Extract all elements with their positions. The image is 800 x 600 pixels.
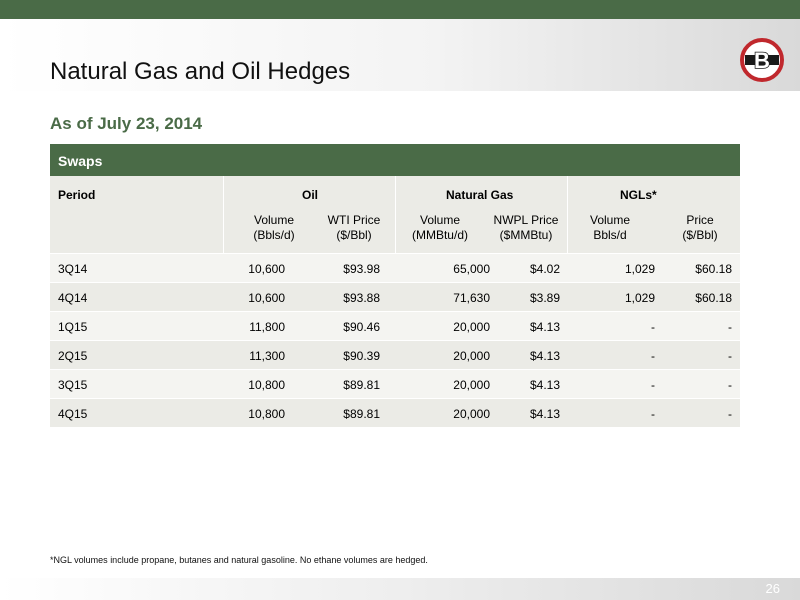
ngl-volume-subheader: Volume Bbls/d bbox=[589, 213, 631, 242]
ngls-header: NGLs* bbox=[620, 188, 657, 202]
ngl-volume-cell: - bbox=[651, 378, 655, 392]
period-cell: 4Q14 bbox=[58, 291, 88, 305]
nwpl-price-cell: $4.13 bbox=[529, 349, 560, 363]
table-row: 3Q15 10,800 $89.81 20,000 $4.13 - - bbox=[50, 369, 740, 398]
wti-price-cell: $90.39 bbox=[343, 349, 380, 363]
header-separator bbox=[567, 176, 568, 253]
nwpl-price-cell: $4.13 bbox=[529, 407, 560, 421]
oil-volume-subheader: Volume (Bbls/d) bbox=[253, 213, 295, 242]
oil-volume-cell: 11,300 bbox=[249, 349, 285, 363]
nwpl-price-cell: $4.13 bbox=[529, 320, 560, 334]
ngl-price-subheader: Price ($/Bbl) bbox=[682, 213, 718, 242]
page-title: Natural Gas and Oil Hedges bbox=[50, 58, 351, 85]
nwpl-price-cell: $3.89 bbox=[529, 291, 560, 305]
as-of-date: As of July 23, 2014 bbox=[50, 114, 203, 133]
period-cell: 3Q14 bbox=[58, 262, 88, 276]
nwpl-price-subheader: NWPL Price ($MMBtu) bbox=[493, 213, 559, 242]
table-row: 2Q15 11,300 $90.39 20,000 $4.13 - - bbox=[50, 340, 740, 369]
ngl-volume-cell: 1,029 bbox=[624, 291, 655, 305]
table-row: 4Q14 10,600 $93.88 71,630 $3.89 1,029 $6… bbox=[50, 282, 740, 311]
ngl-price-cell: $60.18 bbox=[695, 291, 732, 305]
gas-volume-cell: 20,000 bbox=[453, 349, 490, 363]
table-row: 4Q15 10,800 $89.81 20,000 $4.13 - - bbox=[50, 398, 740, 427]
table-row: 3Q14 10,600 $93.98 65,000 $4.02 1,029 $6… bbox=[50, 253, 740, 282]
header-separator bbox=[395, 176, 396, 253]
nwpl-price-cell: $4.02 bbox=[529, 262, 560, 276]
ngl-price-cell: - bbox=[728, 407, 732, 421]
ngl-price-cell: - bbox=[728, 378, 732, 392]
oil-header: Oil bbox=[302, 188, 319, 202]
ngl-volume-cell: - bbox=[651, 407, 655, 421]
top-accent-bar bbox=[0, 0, 800, 19]
gas-volume-cell: 71,630 bbox=[453, 291, 490, 305]
company-logo: B bbox=[740, 38, 784, 82]
oil-volume-cell: 10,600 bbox=[248, 262, 285, 276]
nwpl-price-cell: $4.13 bbox=[529, 378, 560, 392]
period-cell: 2Q15 bbox=[58, 349, 88, 363]
gas-volume-cell: 65,000 bbox=[453, 262, 490, 276]
wti-price-subheader: WTI Price ($/Bbl) bbox=[327, 213, 381, 242]
table-row: 1Q15 11,800 $90.46 20,000 $4.13 - - bbox=[50, 311, 740, 340]
ngl-price-cell: - bbox=[728, 320, 732, 334]
wti-price-cell: $93.98 bbox=[343, 262, 380, 276]
period-header: Period bbox=[58, 188, 96, 202]
period-cell: 1Q15 bbox=[58, 320, 88, 334]
oil-volume-cell: 11,800 bbox=[249, 320, 285, 334]
oil-volume-cell: 10,800 bbox=[248, 407, 285, 421]
footnote: *NGL volumes include propane, butanes an… bbox=[50, 555, 428, 565]
ngl-price-cell: - bbox=[728, 349, 732, 363]
wti-price-cell: $93.88 bbox=[343, 291, 380, 305]
title-band bbox=[0, 19, 800, 91]
swaps-section-header: Swaps bbox=[50, 144, 740, 176]
period-cell: 3Q15 bbox=[58, 378, 88, 392]
oil-volume-cell: 10,600 bbox=[248, 291, 285, 305]
ngl-price-cell: $60.18 bbox=[695, 262, 732, 276]
page-number: 26 bbox=[765, 581, 780, 596]
gas-volume-subheader: Volume (MMBtu/d) bbox=[411, 213, 468, 242]
ngl-volume-cell: 1,029 bbox=[624, 262, 655, 276]
period-cell: 4Q15 bbox=[58, 407, 88, 421]
wti-price-cell: $89.81 bbox=[343, 378, 380, 392]
ngl-volume-cell: - bbox=[651, 320, 655, 334]
wti-price-cell: $89.81 bbox=[343, 407, 380, 421]
gas-volume-cell: 20,000 bbox=[453, 378, 490, 392]
column-header: Period Oil Natural Gas NGLs* Volume (Bbl… bbox=[50, 176, 740, 253]
hedges-table: Swaps Period Oil Natural Gas NGLs* Volum… bbox=[50, 144, 740, 427]
ngl-volume-cell: - bbox=[651, 349, 655, 363]
bottom-band bbox=[0, 578, 800, 600]
wti-price-cell: $90.46 bbox=[343, 320, 380, 334]
gas-volume-cell: 20,000 bbox=[453, 407, 490, 421]
logo-letter: B bbox=[754, 48, 770, 73]
gas-volume-cell: 20,000 bbox=[453, 320, 490, 334]
natural-gas-header: Natural Gas bbox=[446, 188, 514, 202]
header-separator bbox=[223, 176, 224, 253]
oil-volume-cell: 10,800 bbox=[248, 378, 285, 392]
